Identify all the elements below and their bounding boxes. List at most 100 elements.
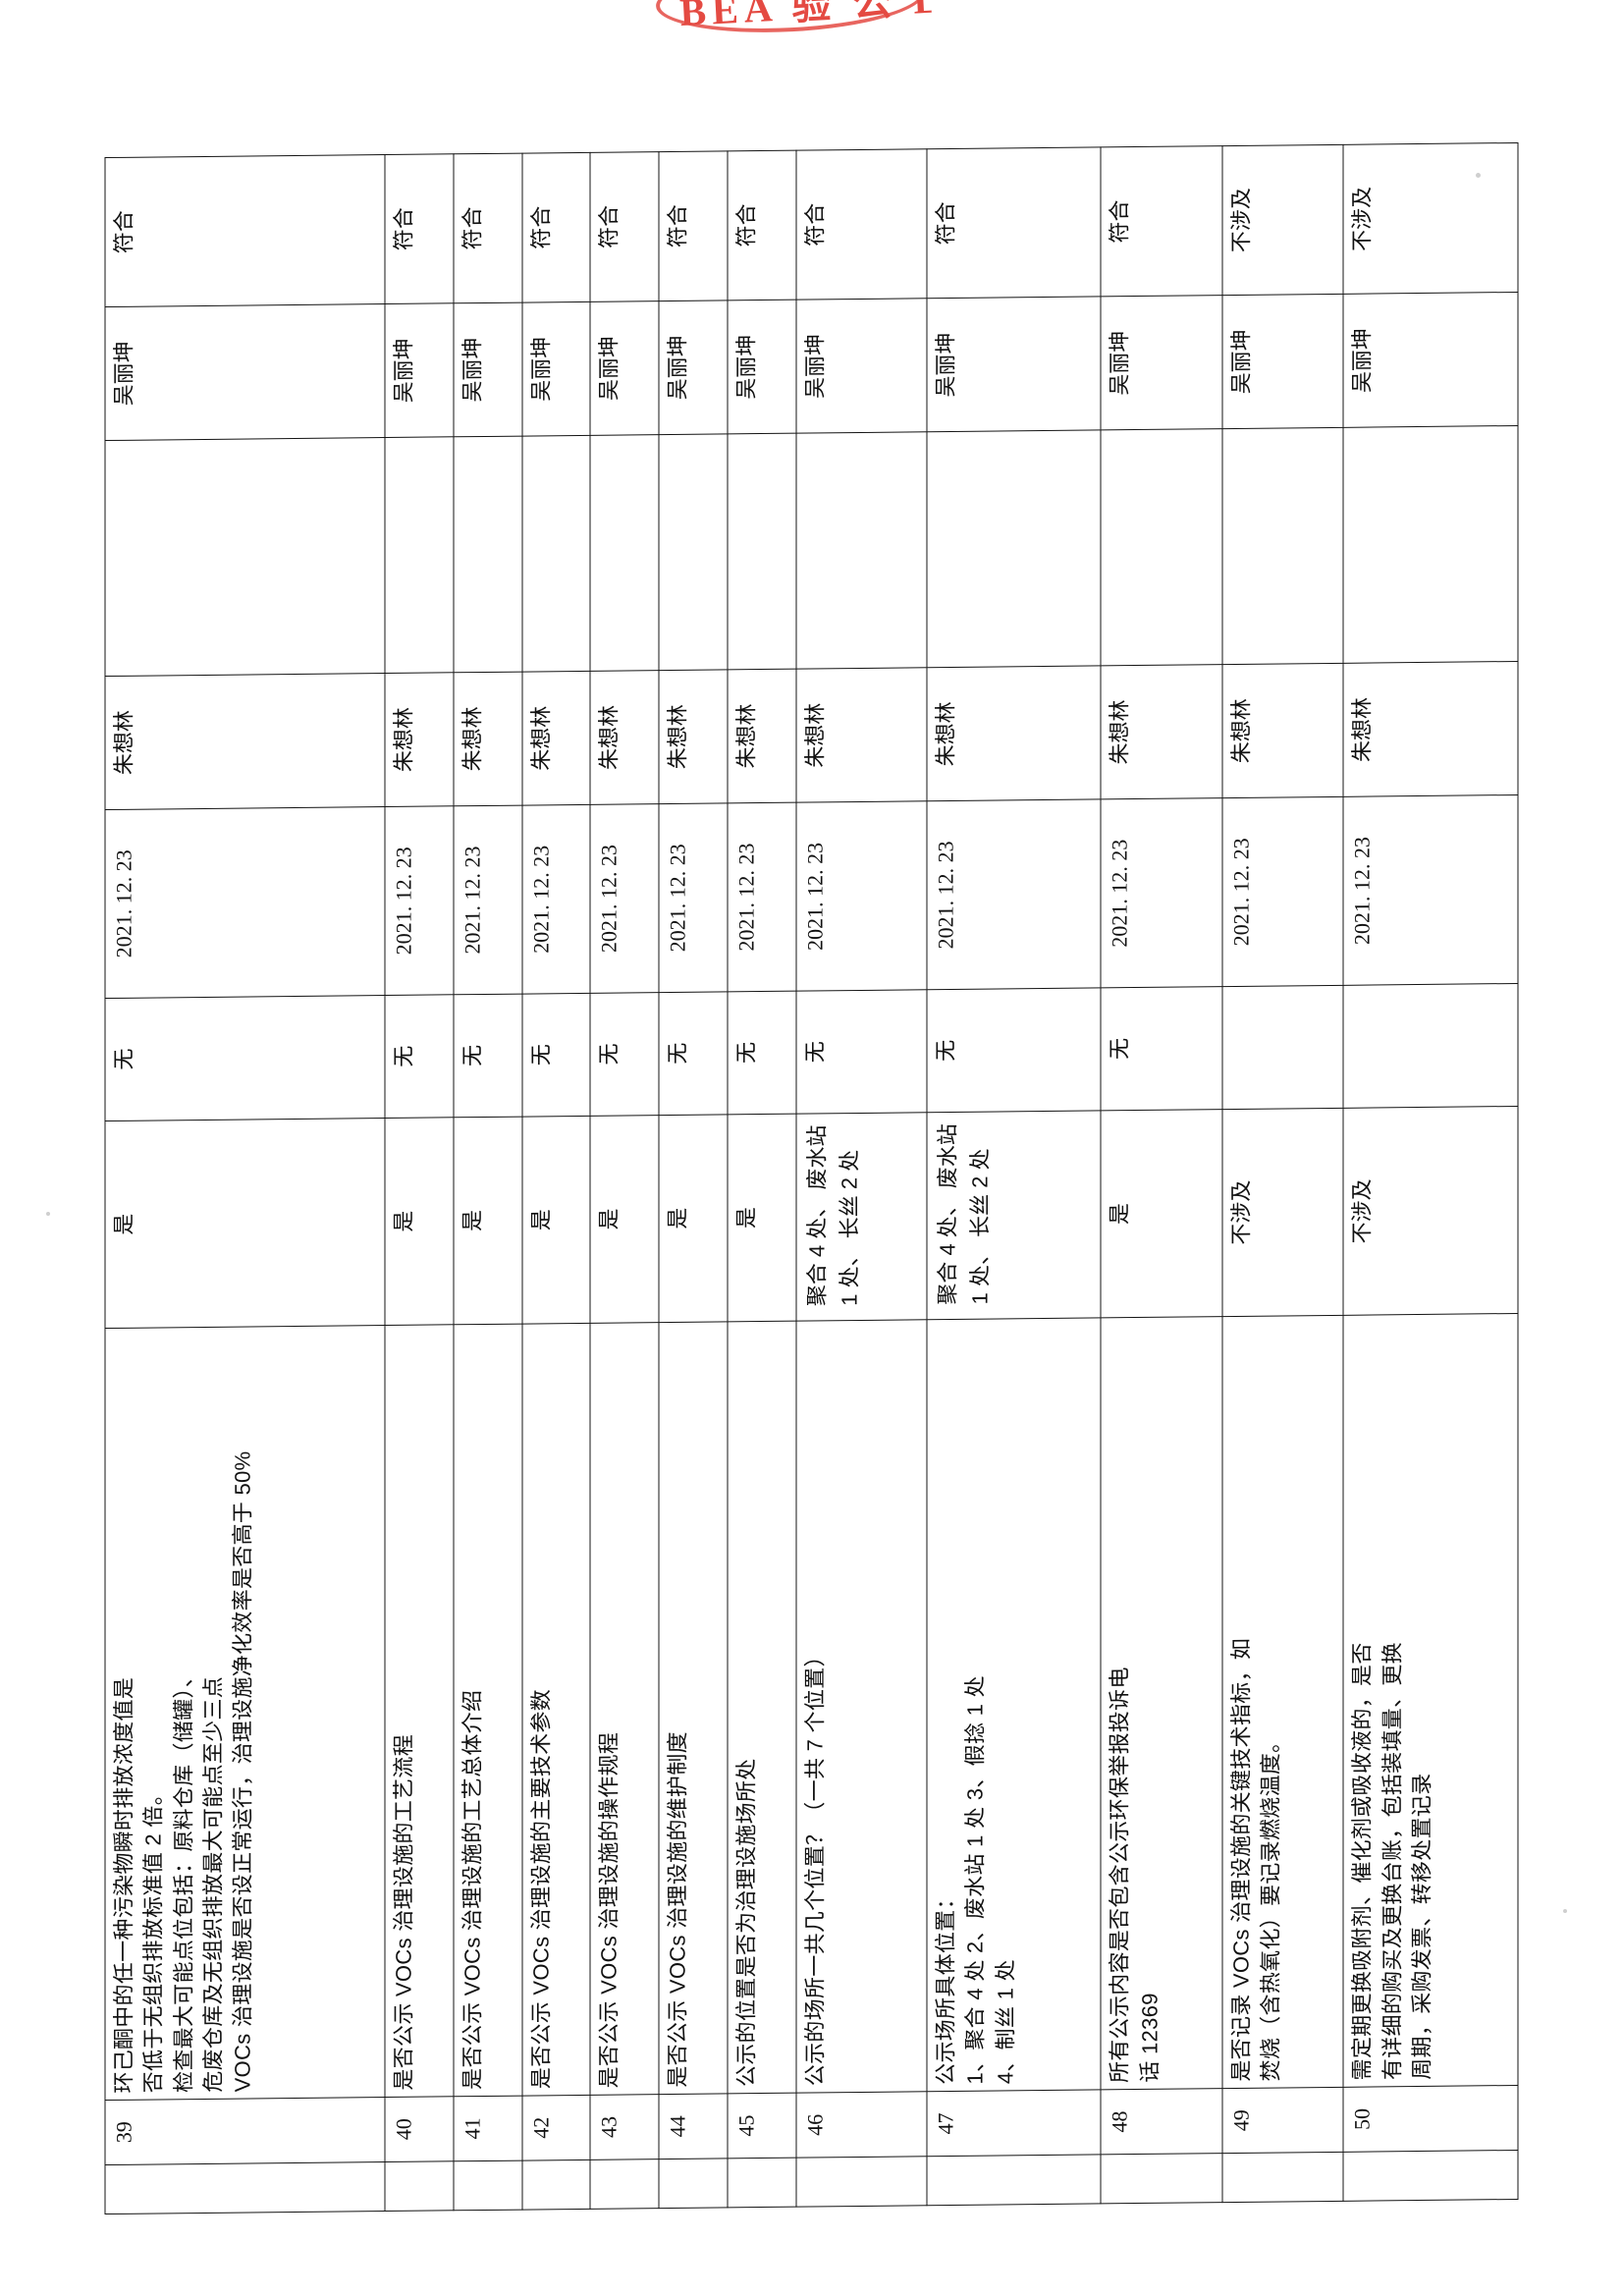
row-number: 43 [590,2094,660,2160]
row-approver: 吴丽坤 [1221,293,1344,429]
row-item-text: 是否记录 VOCs 治理设施的关键技术指标，如 焚烧（含热氧化）要记录燃烧温度。 [1221,1315,1344,2089]
row-date: 2021. 12. 23 [521,804,591,994]
row-note [521,435,591,672]
status-line: 长丝 2 处 [837,1149,862,1239]
row-approver: 吴丽坤 [1343,292,1518,428]
item-line: 有详细的购买及更换台账，包括装填量、更换 [1380,1641,1405,2081]
row-problem [1343,983,1518,1109]
item-line: 4、制丝 1 处 [993,1958,1017,2085]
table-row: 49 是否记录 VOCs 治理设施的关键技术指标，如 焚烧（含热氧化）要记录燃烧… [1221,144,1344,2203]
row-approver: 吴丽坤 [659,300,729,435]
row-number: 48 [1101,2088,1222,2155]
inspection-checklist-table: 39 环己酮中的任一种污染物瞬时排放浓度值是 否低于无组织排放标准值 2 倍。 … [104,141,1519,2215]
row-inspector: 朱想林 [521,670,591,806]
row-note [659,434,729,671]
table-row: 50 需定期更换吸附剂、催化剂或吸收液的，是否 有详细的购买及更换台账，包括装填… [1343,142,1518,2202]
row-number: 47 [926,2089,1102,2157]
row-number: 49 [1221,2087,1344,2154]
row-lead-cell [105,2161,386,2214]
item-line: 危废仓库及无组织排放最大可能点至少三点 [200,1675,226,2093]
row-date: 2021. 12. 23 [385,806,454,996]
row-note [105,437,386,677]
row-note [728,433,796,670]
row-problem: 无 [795,989,927,1115]
row-result: 不涉及 [1221,144,1344,296]
row-status: 是 [728,1114,796,1322]
row-lead-cell [659,2158,729,2209]
row-lead-cell [590,2159,660,2210]
row-status: 聚合 4 处、 废水站 1 处、 长丝 2 处 [926,1110,1102,1320]
row-problem [1221,984,1344,1110]
row-number: 41 [453,2095,522,2161]
row-problem: 无 [453,993,522,1118]
row-lead-cell [453,2159,522,2211]
item-line: 1、聚合 4 处 2、废水站 1 处 3、假捻 1 处 [962,1674,988,2085]
row-item-text: 公示的场所一共几个位置？（一共 7 个位置） [795,1319,927,2093]
row-result: 符合 [926,146,1102,299]
row-number: 44 [659,2093,729,2159]
table-row: 42 是否公示 VOCs 治理设施的主要技术参数 是 无 2021. 12. 2… [521,152,591,2211]
row-note [453,436,522,673]
row-problem: 无 [385,994,454,1119]
row-inspector: 朱想林 [1101,664,1222,800]
row-date: 2021. 12. 23 [1101,797,1222,988]
row-inspector: 朱想林 [1221,662,1344,798]
row-item-text: 是否公示 VOCs 治理设施的工艺流程 [385,1324,454,2098]
row-status: 是 [453,1117,522,1325]
row-approver: 吴丽坤 [590,301,660,436]
row-lead-cell [521,2159,591,2211]
item-line: 焚烧（含热氧化）要记录燃烧温度。 [1258,1730,1283,2082]
red-inspection-stamp: BEA 验 公 LTF [654,0,933,42]
scan-speck [1563,1909,1567,1913]
row-result: 符合 [521,152,591,302]
status-line: 聚合 4 处、 [935,1194,960,1305]
status-line: 长丝 2 处 [967,1148,993,1238]
table-row: 47 公示场所具体位置： 1、聚合 4 处 2、废水站 1 处 3、假捻 1 处… [926,146,1102,2206]
row-note [590,434,660,671]
item-line: 是否记录 VOCs 治理设施的关键技术指标，如 [1228,1637,1254,2082]
item-line: 公示场所具体位置： [933,1887,958,2086]
row-status: 是 [659,1114,729,1323]
row-number: 45 [728,2092,796,2159]
row-date: 2021. 12. 23 [453,805,522,995]
row-problem: 无 [659,991,729,1116]
row-item-text: 环己酮中的任一种污染物瞬时排放浓度值是 否低于无组织排放标准值 2 倍。 检查最… [105,1325,386,2101]
item-line: 环己酮中的任一种污染物瞬时排放浓度值是 [111,1676,136,2094]
row-problem: 无 [1101,986,1222,1111]
item-line-extra: VOCs 治理设施是否设正常运行，治理设施净化效率是否高于 50% [230,1450,255,2093]
stamp-text: BEA 验 公 LTF [678,0,932,35]
row-inspector: 朱想林 [795,667,927,803]
row-result: 符合 [728,150,796,301]
scan-speck [1476,173,1481,178]
table-body: 39 环己酮中的任一种污染物瞬时排放浓度值是 否低于无组织排放标准值 2 倍。 … [105,142,1518,2214]
item-line: 检查最大可能点位包括：原料仓库（储罐）、 [171,1665,196,2094]
row-lead-cell [385,2160,454,2212]
row-result: 符合 [590,151,660,301]
row-result: 符合 [659,150,729,301]
row-inspector: 朱想林 [728,668,796,804]
row-lead-cell [728,2158,796,2208]
row-result: 不涉及 [1343,142,1518,294]
table-row: 40 是否公示 VOCs 治理设施的工艺流程 是 无 2021. 12. 23 … [385,153,454,2212]
row-number: 39 [105,2097,386,2165]
status-line: 聚合 4 处、 [804,1195,830,1307]
row-approver: 吴丽坤 [521,301,591,437]
row-problem: 无 [926,987,1102,1113]
row-status: 是 [1101,1109,1222,1318]
table-row: 41 是否公示 VOCs 治理设施的工艺总体介绍 是 无 2021. 12. 2… [453,153,522,2211]
row-lead-cell [926,2154,1102,2206]
row-item-text: 是否公示 VOCs 治理设施的主要技术参数 [521,1323,591,2096]
row-approver: 吴丽坤 [795,298,927,434]
scanned-table-wrapper: 39 环己酮中的任一种污染物瞬时排放浓度值是 否低于无组织排放标准值 2 倍。 … [104,141,1519,2215]
table-row: 39 环己酮中的任一种污染物瞬时排放浓度值是 否低于无组织排放标准值 2 倍。 … [105,154,386,2214]
row-date: 2021. 12. 23 [1343,794,1518,985]
row-note [1343,425,1518,663]
row-approver: 吴丽坤 [385,302,454,438]
row-status: 是 [105,1118,386,1329]
row-number: 50 [1343,2085,1518,2153]
row-approver: 吴丽坤 [105,303,386,441]
row-date: 2021. 12. 23 [659,803,729,993]
row-number: 42 [521,2095,591,2160]
row-item-text: 公示场所具体位置： 1、聚合 4 处 2、废水站 1 处 3、假捻 1 处 4、… [926,1317,1102,2092]
row-status: 不涉及 [1343,1106,1518,1316]
